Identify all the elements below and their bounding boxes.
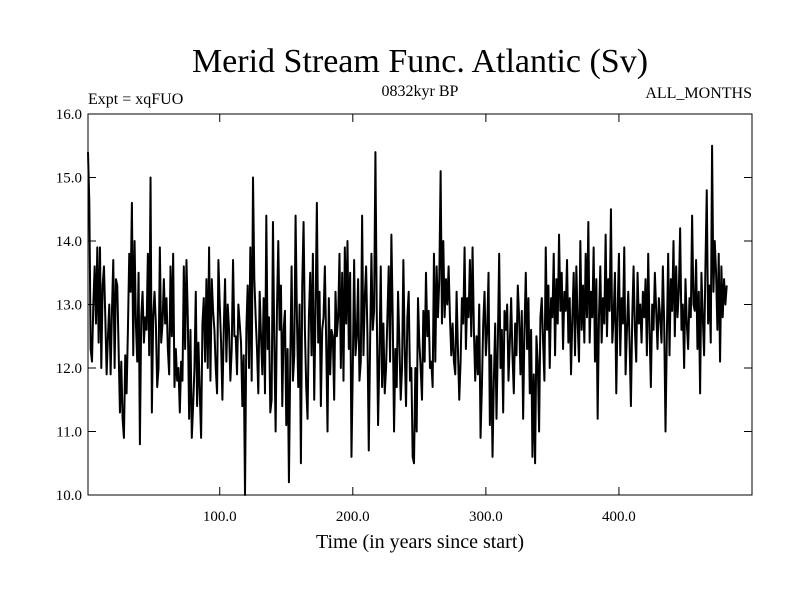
y-tick-label: 12.0 — [56, 361, 82, 377]
y-tick-label: 13.0 — [56, 298, 82, 314]
x-axis: 100.0 200.0 300.0 400.0 — [203, 114, 636, 525]
series-line-atlantic-moc — [87, 144, 728, 496]
x-tick-label: 300.0 — [469, 509, 503, 525]
x-tick-label: 100.0 — [203, 509, 237, 525]
experiment-label: Expt = xqFUO — [88, 91, 183, 108]
x-tick-label: 200.0 — [336, 509, 370, 525]
y-tick-label: 11.0 — [56, 425, 82, 441]
y-tick-label: 14.0 — [56, 234, 82, 250]
months-label: ALL_MONTHS — [645, 85, 752, 102]
period-label: 0832kyr BP — [382, 83, 459, 100]
x-tick-label: 400.0 — [602, 509, 636, 525]
y-tick-label: 10.0 — [56, 488, 82, 504]
y-tick-label: 16.0 — [56, 107, 82, 123]
y-tick-label: 15.0 — [56, 171, 82, 187]
x-axis-label: Time (in years since start) — [316, 531, 524, 553]
chart-title: Merid Stream Func. Atlantic (Sv) — [192, 43, 648, 80]
